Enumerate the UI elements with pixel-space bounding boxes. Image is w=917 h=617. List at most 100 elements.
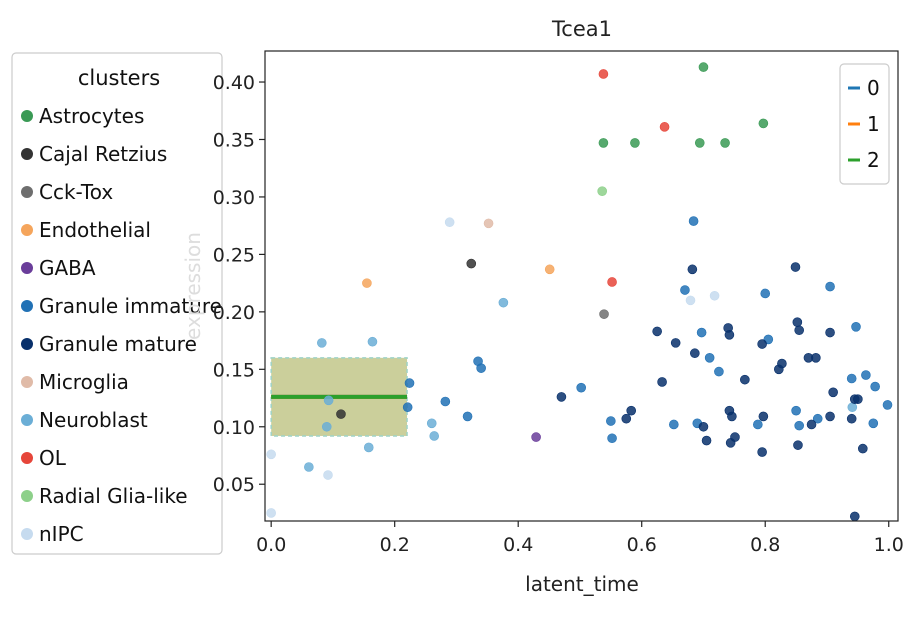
scatter-point bbox=[598, 138, 609, 148]
line-legend-label: 0 bbox=[867, 76, 880, 100]
cluster-legend-label: nIPC bbox=[39, 522, 84, 546]
scatter-point bbox=[861, 370, 871, 380]
plot-area: 0.0 0.2 0.4 0.6 0.8 1.0 0.050.100.150.200.250… bbox=[213, 50, 904, 556]
x-axis-label: latent_time bbox=[525, 572, 639, 596]
y-axis: 0.05 0.10 0.15 0.20 0.25 0.30 0.35 0.40 bbox=[213, 72, 265, 496]
scatter-point bbox=[336, 409, 346, 419]
scatter-point bbox=[828, 387, 838, 398]
scatter-point bbox=[426, 418, 437, 429]
scatter-point bbox=[462, 411, 473, 422]
cluster-legend-item: nIPC bbox=[21, 522, 84, 546]
clusters-legend-frame bbox=[11, 52, 223, 555]
cluster-legend-marker bbox=[21, 148, 33, 160]
scatter-point bbox=[847, 402, 858, 413]
chart-title: Tcea1 bbox=[551, 17, 612, 41]
scatter-point bbox=[685, 295, 696, 306]
y-tick-label: 0.35 bbox=[213, 129, 255, 151]
clusters-legend: clusters Astrocytes Cajal Retzius Cck-Tox E… bbox=[11, 52, 223, 555]
scatter-point bbox=[825, 327, 835, 338]
scatter-point bbox=[688, 216, 699, 226]
scatter-point bbox=[727, 411, 737, 422]
scatter-point bbox=[811, 353, 821, 363]
scatter-point bbox=[652, 326, 662, 337]
scatter-point bbox=[680, 285, 690, 295]
scatter-point bbox=[694, 138, 705, 148]
x-tick-label: 0.0 bbox=[256, 534, 286, 556]
scatter-point bbox=[720, 138, 730, 148]
scatter-point bbox=[757, 339, 767, 349]
scatter-point bbox=[444, 217, 455, 228]
scatter-point bbox=[758, 411, 769, 422]
scatter-point bbox=[882, 400, 893, 410]
scatter-point bbox=[402, 402, 413, 413]
cluster-legend-item: Granule immature bbox=[21, 294, 222, 318]
scatter-point bbox=[806, 419, 817, 430]
cluster-legend-marker bbox=[21, 262, 33, 274]
scatter-point bbox=[857, 443, 868, 454]
scatter-point bbox=[724, 330, 735, 340]
cluster-legend-label: Neuroblast bbox=[39, 408, 148, 432]
scatter-point bbox=[556, 392, 567, 402]
scatter-point bbox=[266, 508, 276, 518]
scatter-point bbox=[599, 309, 609, 319]
x-tick-label: 0.2 bbox=[380, 534, 410, 556]
scatter-point bbox=[701, 435, 712, 446]
cluster-legend-label: Microglia bbox=[39, 370, 129, 394]
lines-legend: 0 1 2 bbox=[839, 63, 890, 185]
scatter-point bbox=[607, 433, 617, 444]
scatter-point bbox=[659, 122, 670, 132]
y-tick-label: 0.25 bbox=[213, 244, 255, 266]
line-legend-item: 1 bbox=[848, 112, 880, 136]
cluster-legend-label: GABA bbox=[39, 256, 96, 280]
cluster-legend-label: Cck-Tox bbox=[39, 180, 113, 204]
scatter-point bbox=[363, 442, 374, 453]
y-tick-label: 0.20 bbox=[213, 302, 255, 324]
cluster-legend-item: Astrocytes bbox=[21, 104, 144, 128]
scatter-point bbox=[690, 348, 700, 359]
scatter-point bbox=[621, 413, 632, 424]
scatter-point bbox=[794, 420, 804, 431]
cluster-legend-item: OL bbox=[21, 446, 67, 470]
y-tick-label: 0.15 bbox=[213, 359, 255, 381]
cluster-legend-marker bbox=[21, 414, 33, 426]
cluster-legend-item: Cck-Tox bbox=[21, 180, 113, 204]
line-legend-label: 2 bbox=[867, 148, 880, 172]
plot-frame bbox=[264, 50, 899, 522]
scatter-point bbox=[849, 511, 860, 522]
scatter-point bbox=[757, 447, 767, 457]
scatter-point bbox=[709, 290, 720, 301]
cluster-legend-marker bbox=[21, 300, 33, 312]
scatter-point bbox=[404, 378, 415, 388]
scatter-point bbox=[321, 421, 332, 432]
scatter-point bbox=[323, 470, 333, 480]
cluster-legend-label: Radial Glia-like bbox=[39, 484, 188, 508]
scatter-point bbox=[670, 338, 681, 348]
scatter-point bbox=[790, 262, 801, 272]
scatter-point bbox=[846, 373, 857, 384]
cluster-legend-marker bbox=[21, 490, 33, 502]
y-tick-label: 0.05 bbox=[213, 474, 255, 496]
scatter-point bbox=[466, 258, 477, 269]
scatter-point bbox=[851, 321, 861, 332]
scatter-point bbox=[606, 416, 616, 426]
scatter-point bbox=[740, 374, 750, 385]
line-legend-label: 1 bbox=[867, 112, 880, 136]
cluster-legend-marker bbox=[21, 376, 33, 388]
x-axis: 0.0 0.2 0.4 0.6 0.8 1.0 bbox=[256, 521, 904, 556]
scatter-point bbox=[853, 394, 863, 404]
scatter-point bbox=[476, 363, 486, 373]
scatter-point bbox=[793, 440, 803, 450]
scatter-point bbox=[597, 186, 607, 196]
scatter-point bbox=[429, 431, 440, 441]
scatter-point bbox=[760, 288, 771, 299]
scatter-point bbox=[870, 381, 880, 392]
scatter-point bbox=[687, 264, 698, 275]
scatter-point bbox=[266, 449, 276, 460]
scatter-point bbox=[598, 69, 609, 79]
scatter-point bbox=[698, 62, 709, 72]
scatter-point bbox=[544, 264, 555, 275]
cluster-legend-label: Granule immature bbox=[39, 294, 222, 318]
scatter-point bbox=[792, 317, 803, 327]
lines-legend-frame bbox=[839, 63, 890, 185]
